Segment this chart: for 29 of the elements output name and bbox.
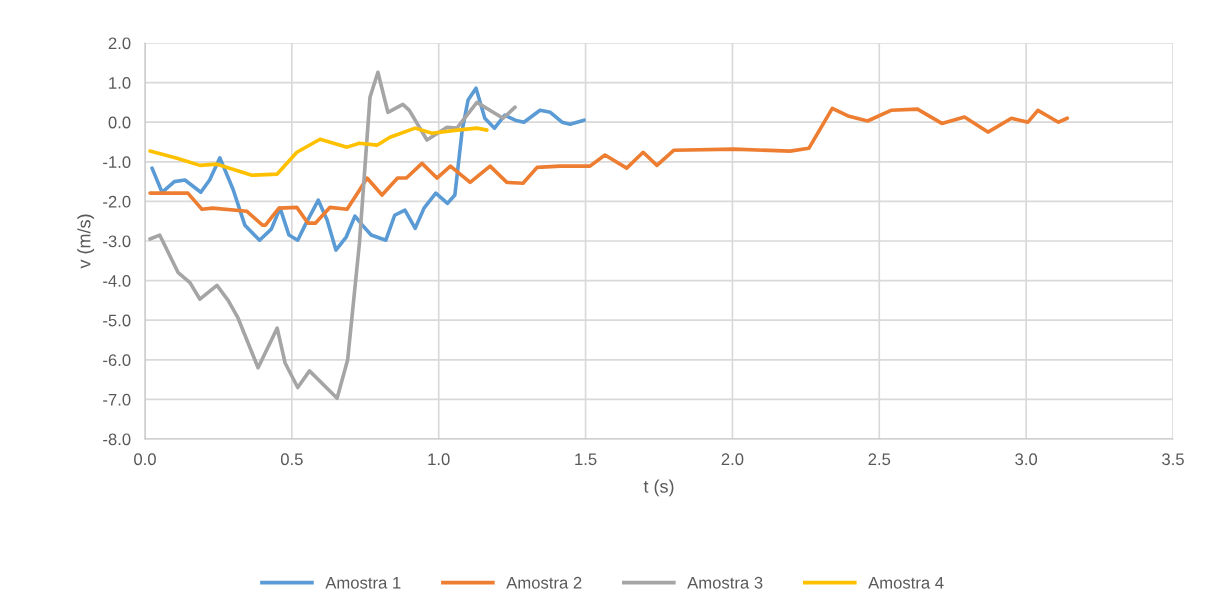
- x-tick-label: 0.0: [134, 453, 156, 466]
- x-tick-label: 3.0: [1015, 453, 1038, 466]
- y-tick-label: -2.0: [103, 195, 131, 208]
- legend-label: Amostra 4: [868, 577, 944, 589]
- x-tick-label: 3.5: [1162, 453, 1184, 466]
- x-tick-label: 1.5: [575, 453, 597, 466]
- y-tick-label: 1.0: [109, 77, 131, 89]
- y-tick-label: -3.0: [103, 235, 131, 248]
- legend-label: Amostra 1: [325, 577, 401, 589]
- y-tick-label: 0.0: [108, 116, 131, 129]
- y-axis-title: v (m/s): [77, 214, 95, 269]
- legend-label: Amostra 2: [506, 576, 582, 589]
- line-series: [148, 70, 517, 401]
- x-tick-label: 2.5: [868, 453, 891, 466]
- legend-label: Amostra 3: [687, 576, 763, 589]
- x-axis-title: t (s): [643, 479, 674, 497]
- y-tick-label: -7.0: [103, 393, 131, 406]
- y-tick-label: -6.0: [103, 354, 131, 366]
- y-tick-label: 2.0: [108, 37, 131, 50]
- line-series: [148, 106, 1070, 227]
- line-series: [150, 86, 586, 252]
- y-tick-label: -8.0: [103, 433, 131, 446]
- x-tick-label: 0.5: [280, 453, 303, 466]
- y-tick-label: -1.0: [103, 156, 131, 168]
- x-tick-label: 1.0: [428, 453, 450, 466]
- y-tick-label: -5.0: [103, 314, 131, 327]
- line-series: [148, 126, 489, 178]
- y-tick-label: -4.0: [103, 275, 131, 287]
- x-tick-label: 2.0: [721, 453, 744, 466]
